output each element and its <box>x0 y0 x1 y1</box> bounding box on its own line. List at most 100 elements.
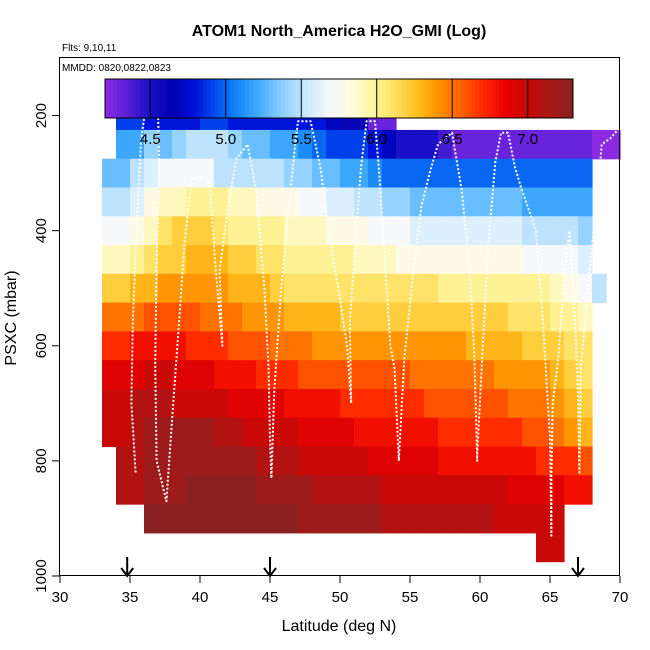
heatmap-cell <box>480 216 495 246</box>
colorbar-swatch <box>522 79 527 118</box>
colorbar-swatch <box>444 79 449 118</box>
heatmap-cell <box>438 504 453 534</box>
heatmap-cell <box>508 273 523 304</box>
heatmap-cell <box>312 216 327 246</box>
heatmap-cell <box>298 187 313 217</box>
colorbar-swatch <box>569 79 574 118</box>
heatmap-cell <box>284 446 299 476</box>
heatmap-cell <box>410 475 425 505</box>
colorbar-swatch <box>206 79 211 118</box>
heatmap-cell <box>326 388 341 419</box>
heatmap-cell <box>368 331 383 361</box>
colorbar-swatch <box>432 79 437 118</box>
heatmap-cell <box>480 360 495 390</box>
colorbar-swatch <box>151 79 157 118</box>
heatmap-cell <box>200 216 215 246</box>
heatmap-cell <box>536 216 551 246</box>
heatmap-cell <box>242 360 257 390</box>
heatmap-cell <box>550 475 565 505</box>
heatmap-cell <box>102 417 117 448</box>
heatmap-cell <box>466 187 481 217</box>
plot-frame <box>59 57 620 576</box>
colorbar-swatch <box>350 79 356 118</box>
colorbar-tick-label: 7.0 <box>517 131 538 148</box>
heatmap-cell <box>508 187 523 217</box>
colorbar-swatch <box>136 79 141 118</box>
heatmap-cell <box>200 245 215 275</box>
y-tick-label: 400 <box>33 218 50 243</box>
heatmap-cell <box>494 360 509 390</box>
colorbar-swatch <box>257 79 262 118</box>
colorbar-swatch <box>393 79 398 118</box>
colorbar-swatch <box>241 79 246 118</box>
heatmap-cell <box>396 158 411 189</box>
heatmap-cell <box>564 417 579 448</box>
colorbar-swatch <box>385 79 391 118</box>
heatmap-cell <box>354 216 369 246</box>
heatmap-cell <box>480 245 495 275</box>
heatmap-cell <box>354 388 369 419</box>
heatmap-cell <box>550 158 565 189</box>
colorbar-tick-label: 4.5 <box>140 131 161 148</box>
heatmap-cell <box>172 388 187 419</box>
colorbar-swatch <box>483 79 488 118</box>
dates-label: MMDD: 0820,0822,0823 <box>62 63 171 74</box>
heatmap-cell <box>438 187 453 217</box>
colorbar-swatch <box>526 79 531 118</box>
heatmap-cell <box>522 504 537 534</box>
heatmap-cell <box>424 216 439 246</box>
heatmap-cell <box>452 331 467 361</box>
heatmap-cell <box>424 302 439 332</box>
colorbar-swatch <box>440 79 445 118</box>
heatmap-cell <box>536 302 551 332</box>
heatmap-cell <box>438 475 453 505</box>
colorbar-swatch <box>339 79 344 118</box>
heatmap-cell <box>340 360 355 390</box>
heatmap-cell <box>256 158 271 189</box>
heatmap-cell <box>158 360 173 390</box>
colorbar-swatch <box>268 79 274 118</box>
heatmap-cell <box>284 187 299 217</box>
heatmap-cell <box>508 360 523 390</box>
heatmap-cell <box>270 446 285 476</box>
colorbar-tick-label: 6.0 <box>366 131 387 148</box>
heatmap-cell <box>228 504 243 534</box>
flight-track-line <box>130 108 621 537</box>
heatmap-cell <box>396 245 411 275</box>
colorbar-swatch <box>315 79 320 118</box>
heatmap-cell <box>200 475 215 505</box>
heatmap-cell <box>480 446 495 476</box>
heatmap-cell <box>494 446 509 476</box>
heatmap-cell <box>424 360 439 390</box>
heatmap-cell <box>116 360 131 390</box>
heatmap-cell <box>410 302 425 332</box>
heatmap-cell <box>242 475 257 505</box>
heatmap-cell <box>494 158 509 189</box>
heatmap-cell <box>508 302 523 332</box>
heatmap-cell <box>452 475 467 505</box>
heatmap-cell <box>326 504 341 534</box>
colorbar-swatch <box>179 79 184 118</box>
heatmap-cell <box>172 216 187 246</box>
heatmap-cell <box>256 475 271 505</box>
heatmap-cell <box>284 331 299 361</box>
heatmap-cell <box>312 273 327 304</box>
heatmap-cell <box>354 302 369 332</box>
heatmap-cell <box>102 273 117 304</box>
heatmap-cell <box>550 245 565 275</box>
heatmap-cell <box>466 245 481 275</box>
heatmap-cell <box>116 446 131 476</box>
colorbar-swatch <box>124 79 129 118</box>
heatmap-cell <box>508 158 523 189</box>
flight-track <box>130 108 621 537</box>
heatmap-cell <box>242 446 257 476</box>
heatmap-cell <box>452 417 467 448</box>
heatmap-cell <box>172 273 187 304</box>
colorbar-swatch <box>346 79 352 118</box>
heatmap-cell <box>298 417 313 448</box>
heatmap-cell <box>200 417 215 448</box>
colorbar-swatch <box>276 79 281 118</box>
heatmap-cell <box>214 158 229 189</box>
heatmap-cell <box>452 302 467 332</box>
heatmap-cell <box>228 216 243 246</box>
